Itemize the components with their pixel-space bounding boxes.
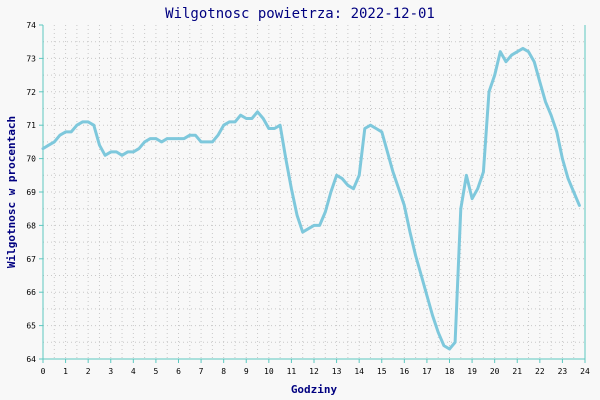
x-tick-label: 12	[309, 367, 319, 376]
x-tick-label: 8	[221, 367, 226, 376]
x-tick-label: 1	[63, 367, 68, 376]
chart-title: Wilgotnosc powietrza: 2022-12-01	[165, 6, 435, 22]
y-tick-label: 66	[26, 288, 36, 297]
grid	[43, 25, 585, 359]
x-tick-label: 22	[535, 367, 545, 376]
x-tick-label: 15	[377, 367, 387, 376]
y-axis-label: Wilgotnosc w procentach	[5, 116, 18, 268]
y-tick-label: 74	[26, 21, 36, 30]
x-tick-label: 18	[445, 367, 455, 376]
y-tick-label: 67	[26, 255, 36, 264]
y-axis-ticks: 64 65 66 67 68 69 70 71 72 73 74	[26, 21, 43, 364]
x-tick-label: 7	[199, 367, 204, 376]
y-tick-label: 65	[26, 322, 36, 331]
x-tick-label: 9	[244, 367, 249, 376]
x-tick-label: 11	[287, 367, 297, 376]
x-tick-label: 21	[512, 367, 522, 376]
x-tick-label: 5	[154, 367, 159, 376]
x-tick-label: 6	[176, 367, 181, 376]
x-tick-label: 3	[108, 367, 113, 376]
x-tick-label: 2	[86, 367, 91, 376]
x-axis-ticks: 0 1 2 3 4 5 6 7 8 9 10 11 12 13 14 15 16 17 18 19 20 21 22 23 24	[41, 359, 590, 376]
series-line-humidity	[41, 46, 581, 351]
y-tick-label: 73	[26, 54, 36, 63]
x-tick-label: 0	[41, 367, 46, 376]
y-tick-label: 70	[26, 155, 36, 164]
x-tick-label: 16	[400, 367, 410, 376]
x-tick-label: 14	[354, 367, 364, 376]
x-tick-label: 4	[131, 367, 136, 376]
x-tick-label: 13	[332, 367, 342, 376]
x-tick-label: 17	[422, 367, 432, 376]
y-tick-label: 71	[26, 121, 36, 130]
x-tick-label: 23	[558, 367, 568, 376]
x-tick-label: 10	[264, 367, 274, 376]
y-tick-label: 68	[26, 221, 36, 230]
x-tick-label: 19	[467, 367, 477, 376]
y-tick-label: 64	[26, 355, 36, 364]
x-tick-label: 24	[580, 367, 590, 376]
y-tick-label: 69	[26, 188, 36, 197]
series-group	[41, 46, 581, 351]
x-tick-label: 20	[490, 367, 500, 376]
x-axis-label: Godziny	[291, 383, 338, 396]
y-tick-label: 72	[26, 88, 36, 97]
